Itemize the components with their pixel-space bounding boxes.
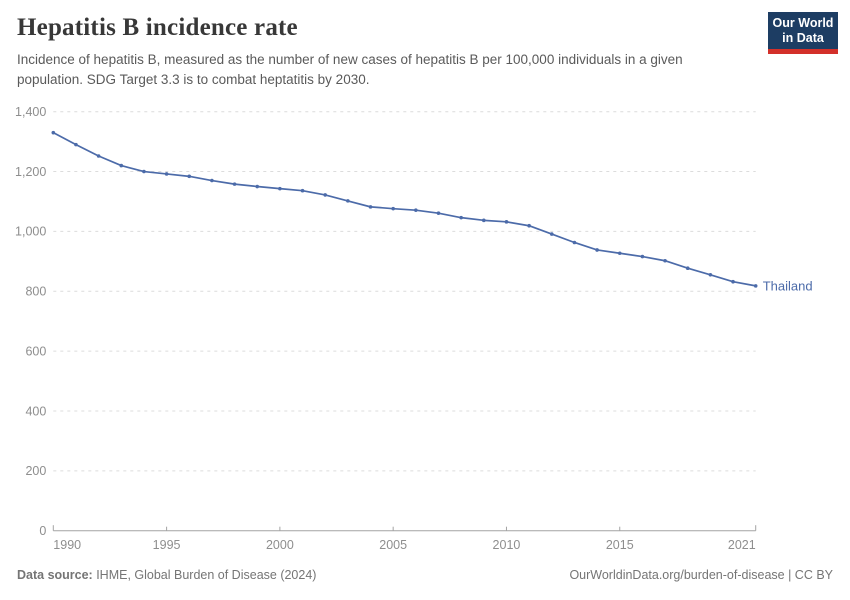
data-point [210,178,214,183]
x-tick-label: 1990 [53,538,81,552]
data-point [504,220,509,224]
y-tick-label: 400 [25,404,46,418]
data-point [368,205,373,209]
x-tick-label: 2000 [266,538,294,552]
data-point [74,142,78,147]
y-tick-label: 600 [25,344,46,358]
data-point [300,188,305,193]
data-point [708,273,713,277]
page-title: Hepatitis B incidence rate [17,14,298,41]
data-point [663,258,667,263]
data-point [482,218,486,223]
data-point [142,169,146,174]
y-tick-label: 0 [39,524,46,538]
data-source-value: IHME, Global Burden of Disease (2024) [92,568,317,582]
data-point [323,193,327,197]
owid-logo[interactable]: Our World in Data [768,12,838,54]
data-point [51,130,56,135]
credit-link-text[interactable]: OurWorldinData.org/burden-of-disease | C… [569,568,833,582]
data-point [164,172,169,176]
x-tick-label: 2021 [728,538,756,552]
data-point [640,254,645,259]
data-point [391,206,395,211]
data-point [278,186,282,191]
x-tick-label: 2015 [606,538,634,552]
data-point [459,215,463,220]
data-point [119,163,124,168]
data-point [549,232,554,236]
data-point [436,211,441,215]
data-source-label: Data source: [17,568,93,582]
y-tick-label: 1,400 [15,105,46,119]
data-point [753,284,758,288]
data-point [187,174,192,179]
y-tick-label: 1,000 [15,225,46,239]
x-tick-label: 1995 [153,538,181,552]
chart-subtitle: Incidence of hepatitis B, measured as th… [17,52,683,87]
data-point [595,248,599,252]
data-point [414,208,418,212]
data-source: Data source: IHME, Global Burden of Dise… [17,568,316,582]
credit-link[interactable]: OurWorldinData.org/burden-of-disease | C… [569,568,833,582]
data-point [232,182,237,186]
y-tick-label: 200 [25,464,46,478]
data-point [572,240,577,245]
data-point [685,266,690,271]
x-tick-label: 2005 [379,538,407,552]
data-point [731,279,735,284]
series-line [52,131,757,287]
data-point [346,199,350,203]
series-label: Thailand [763,278,813,293]
chart-footer: Data source: IHME, Global Burden of Dise… [17,568,833,582]
owid-logo-line2: in Data [782,30,824,45]
data-point [96,154,101,158]
y-tick-label: 800 [25,285,46,299]
owid-logo-line1: Our World [772,15,834,30]
y-tick-label: 1,200 [15,165,46,179]
x-tick-label: 2010 [493,538,521,552]
data-point [255,184,260,189]
data-point [617,251,622,256]
data-point [527,223,531,228]
